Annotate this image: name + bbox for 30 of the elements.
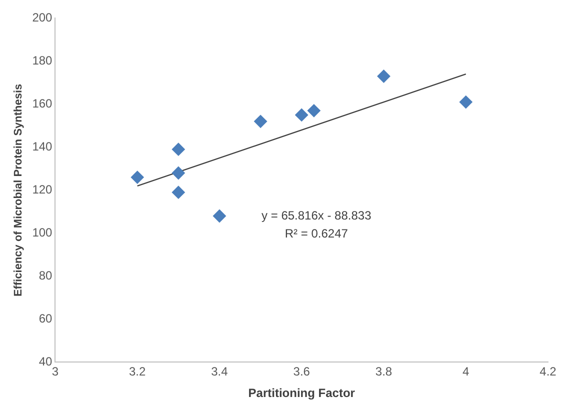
point [295, 108, 308, 122]
x-tick-label: 3.4 [211, 364, 228, 379]
point [377, 70, 390, 83]
point [130, 170, 144, 184]
point [307, 104, 320, 118]
y-tick-label: 200 [32, 10, 53, 25]
x-tick-label: 3 [52, 364, 59, 379]
x-axis-title: Partitioning Factor [248, 386, 356, 400]
point [459, 96, 472, 109]
y-tick-label: 60 [38, 312, 53, 326]
annotation: y = 65.816x - 88.833 [262, 208, 372, 222]
point [172, 166, 185, 180]
annotation: R² = 0.6247 [284, 226, 348, 240]
y-tick-label: 40 [38, 354, 53, 369]
y-tick-label: 120 [32, 182, 53, 197]
x-tick-label: 3.6 [293, 364, 310, 379]
point [254, 114, 268, 128]
x-tick-label: 4.2 [540, 364, 557, 379]
point [212, 210, 226, 222]
y-axis-title: Efficiency of Microbial Protein Synthesis [12, 84, 25, 297]
y-tick-label: 100 [32, 226, 53, 240]
y-tick-label: 180 [32, 54, 53, 68]
x-tick-label: 4 [462, 364, 470, 379]
x-tick-label: 3.8 [375, 364, 392, 379]
x-tick-label: 3.2 [129, 364, 146, 379]
point [172, 142, 185, 156]
point [172, 186, 185, 199]
y-tick-label: 140 [32, 140, 53, 154]
y-tick-label: 160 [32, 96, 53, 111]
y-tick-label: 80 [38, 268, 53, 283]
